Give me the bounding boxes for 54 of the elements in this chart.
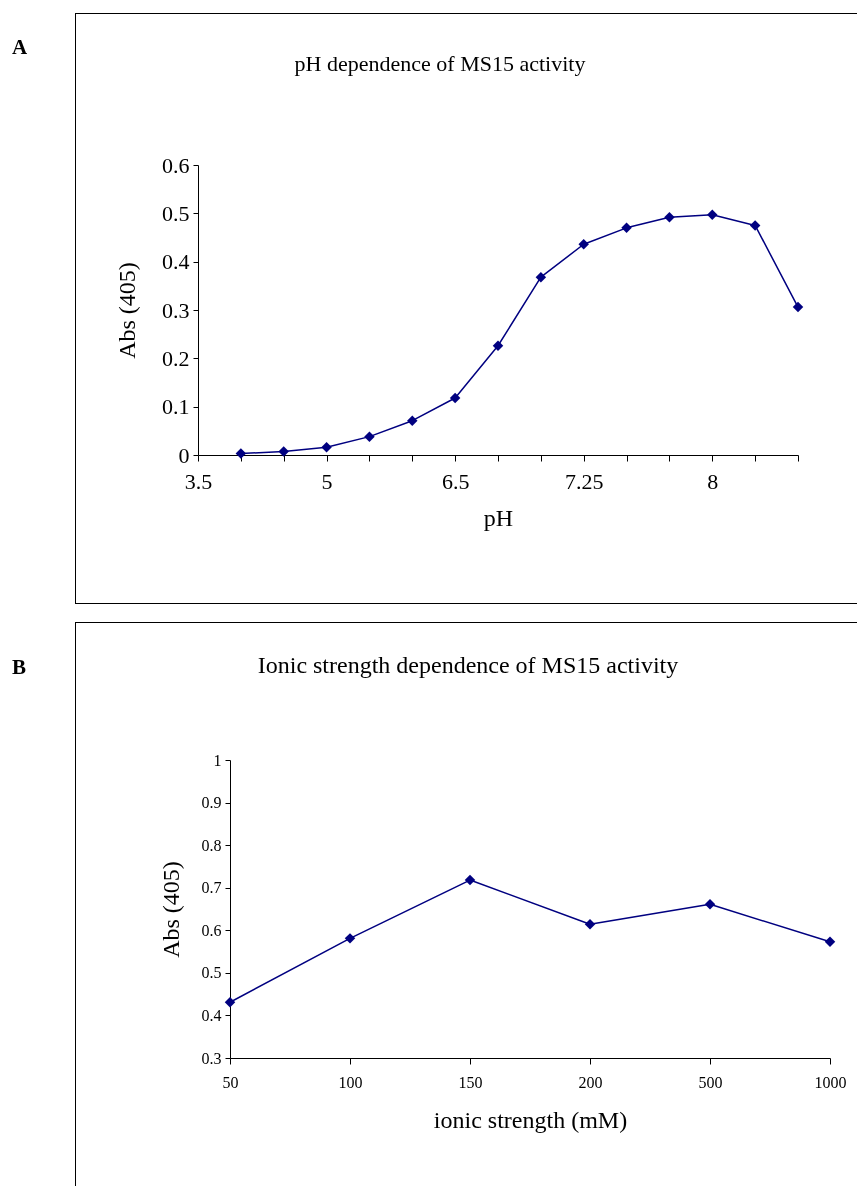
- x-tick-label: 6.5: [441, 468, 470, 494]
- point: [364, 431, 375, 442]
- x-tick-label: 5: [321, 468, 333, 494]
- y-axis-title: Abs (405): [114, 262, 140, 359]
- point: [824, 936, 836, 948]
- point: [235, 448, 247, 459]
- x-tick-label: 1000: [814, 1073, 847, 1091]
- x-tick-label: 7.25: [564, 468, 604, 494]
- y-tick-label: 0: [178, 442, 190, 468]
- point: [578, 239, 589, 250]
- point: [704, 899, 716, 910]
- y-tick-label: 0.6: [201, 921, 222, 939]
- point: [792, 301, 804, 313]
- point: [621, 222, 632, 234]
- point: [749, 220, 761, 231]
- x-tick-label: 500: [698, 1073, 723, 1091]
- text: B: [12, 655, 27, 680]
- point: [224, 996, 236, 1008]
- x-axis-title: ionic strength (mM): [433, 1106, 628, 1133]
- y-tick-label: 0.3: [162, 297, 190, 323]
- y-tick-label: 0.4: [162, 249, 190, 275]
- y-tick-label: 0.7: [201, 879, 222, 897]
- point: [707, 209, 718, 221]
- x-tick-label: 100: [338, 1073, 363, 1091]
- x-tick-label: 8: [707, 468, 719, 494]
- point: [278, 446, 289, 457]
- x-tick-label: 3.5: [184, 468, 213, 494]
- y-tick-label: 0.8: [201, 836, 222, 854]
- y-tick-label: 0.6: [162, 152, 190, 178]
- point: [449, 392, 461, 404]
- x-tick-label: 150: [458, 1073, 483, 1091]
- chart-title: Ionic strength dependence of MS15 activity: [257, 652, 679, 678]
- y-tick-label: 0.1: [162, 394, 190, 420]
- y-axis-title: Abs (405): [157, 861, 184, 958]
- x-tick-label: 200: [578, 1073, 603, 1091]
- point: [584, 919, 596, 930]
- y-tick-label: 0.5: [162, 200, 190, 226]
- point: [535, 271, 547, 283]
- y-tick-label: 0.9: [201, 794, 222, 812]
- point: [464, 874, 476, 886]
- x-axis-title: pH: [483, 504, 514, 531]
- point: [321, 442, 332, 453]
- x-tick-label: 50: [222, 1073, 239, 1091]
- y-tick-label: 0.3: [201, 1049, 222, 1067]
- y-tick-label: 0.2: [162, 345, 190, 371]
- y-tick-label: 1: [213, 751, 222, 769]
- y-tick-label: 0.5: [201, 964, 222, 982]
- point: [492, 340, 504, 352]
- point: [407, 415, 418, 426]
- y-tick-label: 0.4: [201, 1006, 222, 1024]
- chart-title: pH dependence of MS15 activity: [294, 51, 586, 76]
- point: [664, 211, 675, 223]
- text: A: [12, 35, 28, 60]
- point: [344, 933, 356, 944]
